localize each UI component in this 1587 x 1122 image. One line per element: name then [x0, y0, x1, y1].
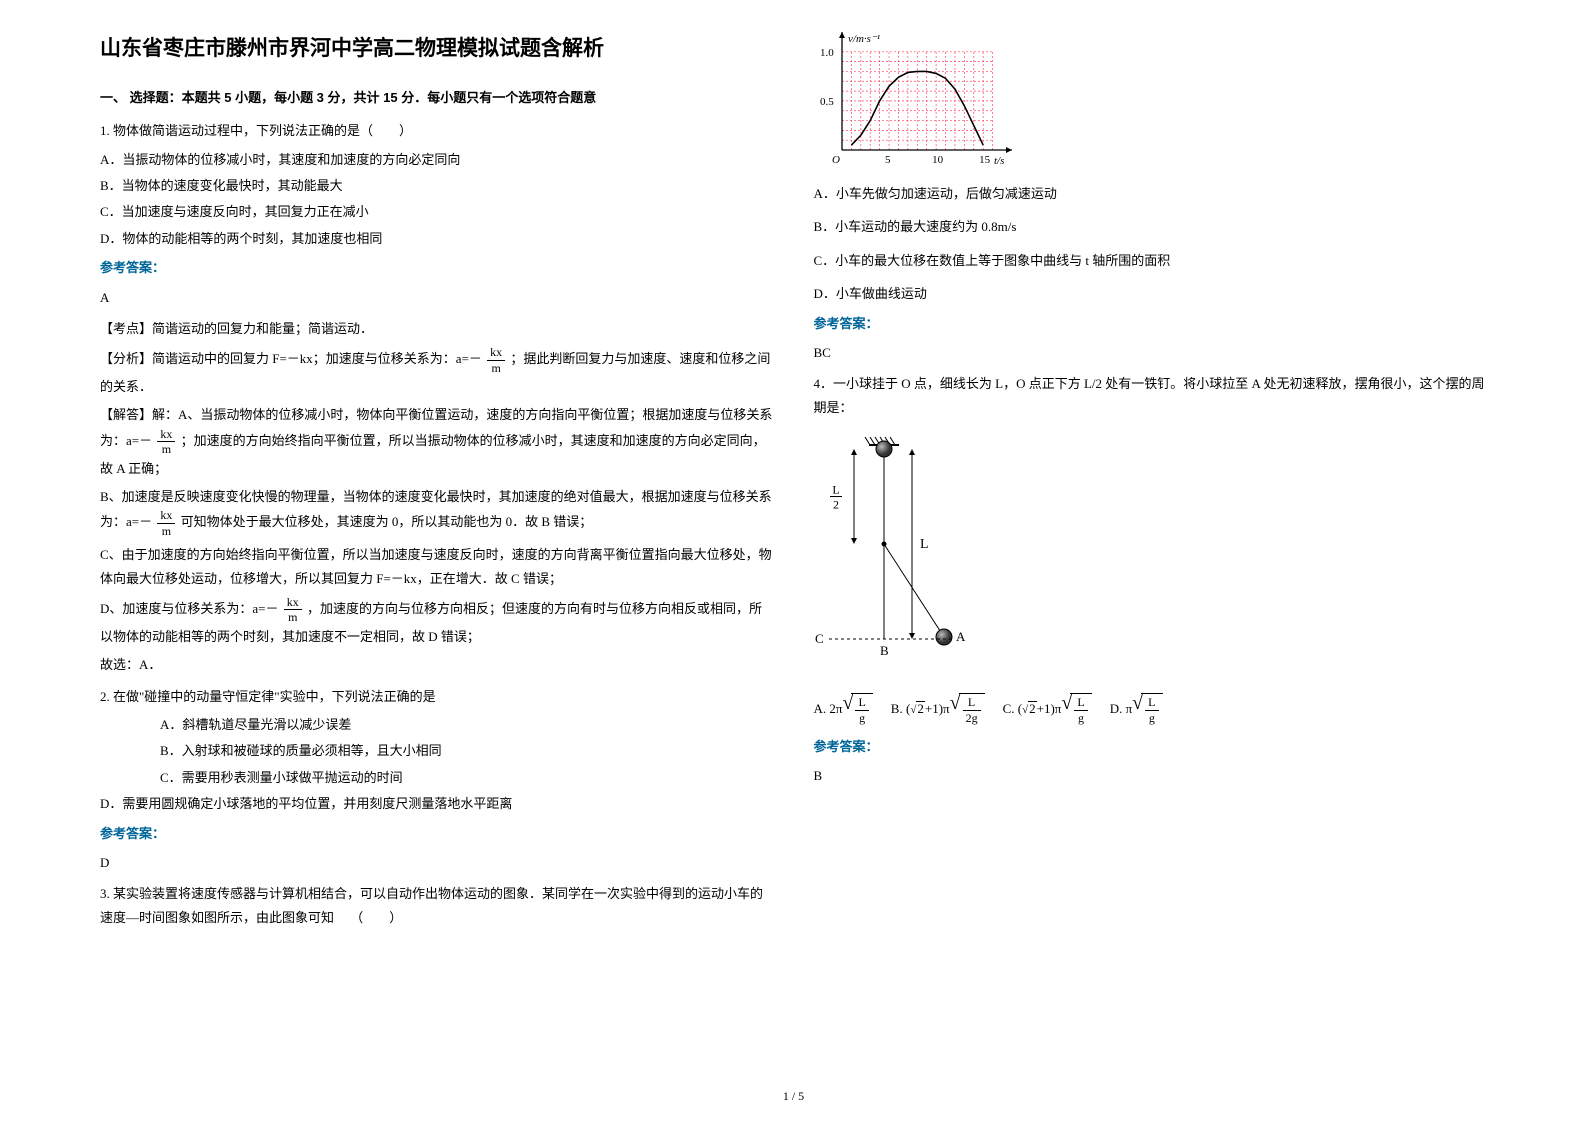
sqrt-icon: √ L 2g: [950, 693, 985, 725]
q1-stem: 1. 物体做简谐运动过程中，下列说法正确的是（ ）: [100, 119, 774, 142]
q3-paren: （ ）: [350, 910, 402, 925]
q1-analysis-topic: 【考点】简谐运动的回复力和能量；简谐运动．: [100, 317, 774, 340]
q2-stem: 2. 在做"碰撞中的动量守恒定律"实验中，下列说法正确的是: [100, 685, 774, 708]
q2-answer: D: [100, 851, 774, 874]
q2-optC: C．需要用秒表测量小球做平抛运动的时间: [160, 766, 774, 789]
q4-stem: 4．一小球挂于 O 点，细线长为 L，O 点正下方 L/2 处有一铁钉。将小球拉…: [814, 372, 1488, 419]
q3-optC: C．小车的最大位移在数值上等于图象中曲线与 t 轴所围的面积: [814, 249, 1488, 272]
q2-optB: B．入射球和被碰球的质量必须相等，且大小相同: [160, 739, 774, 762]
q1-conclusion: 故选：A．: [100, 653, 774, 676]
optA-prefix: A.: [814, 697, 827, 720]
optC-coef: (√2+1)π: [1018, 697, 1062, 721]
q1-answer: A: [100, 286, 774, 309]
optB-den: 2g: [963, 711, 981, 725]
frac-num: kx: [157, 508, 175, 523]
optB-prefix: B.: [891, 697, 903, 720]
q1-optB: B．当物体的速度变化最快时，其动能最大: [100, 174, 774, 197]
q3-stem-text: 3. 某实验装置将速度传感器与计算机相结合，可以自动作出物体运动的图象．某同学在…: [100, 886, 763, 924]
q3-stem: 3. 某实验装置将速度传感器与计算机相结合，可以自动作出物体运动的图象．某同学在…: [100, 882, 774, 929]
q3-answer: BC: [814, 341, 1488, 364]
q3-optA: A．小车先做匀加速运动，后做匀减速运动: [814, 182, 1488, 205]
q1-a6a: D、加速度与位移关系为：a=－: [100, 601, 279, 616]
svg-text:5: 5: [885, 154, 891, 166]
q1-solB: B、加速度是反映速度变化快慢的物理量，当物体的速度变化最快时，其加速度的绝对值最…: [100, 485, 774, 538]
kx-over-m-frac-2: kx m: [157, 427, 175, 457]
q1-a2a: 【分析】简谐运动中的回复力 F=－kx；加速度与位移关系为：a=－: [100, 351, 482, 366]
q3-optB: B．小车运动的最大速度约为 0.8m/s: [814, 215, 1488, 238]
kx-over-m-frac-3: kx m: [157, 508, 175, 538]
svg-text:L: L: [832, 483, 839, 497]
q4-answer-label: 参考答案：: [814, 735, 1488, 758]
q4-optB: B. (√2+1)π √ L 2g: [891, 693, 985, 725]
q1-optC: C．当加速度与速度反向时，其回复力正在减小: [100, 200, 774, 223]
q4-optA: A. 2π √ L g: [814, 693, 873, 725]
q4-answer: B: [814, 764, 1488, 787]
q1-solC: C、由于加速度的方向始终指向平衡位置，所以当加速度与速度反向时，速度的方向背离平…: [100, 543, 774, 590]
optD-coef: π: [1126, 697, 1133, 720]
optC-prefix: C.: [1003, 697, 1015, 720]
frac-den: m: [487, 361, 505, 375]
sqrt-icon: √ L g: [842, 693, 872, 725]
optD-num: L: [1145, 695, 1158, 710]
q1-solD: D、加速度与位移关系为：a=－ kx m ，加速度的方向与位移方向相反；但速度的…: [100, 595, 774, 648]
q1-analysis-intro: 【分析】简谐运动中的回复力 F=－kx；加速度与位移关系为：a=－ kx m ；…: [100, 345, 774, 398]
svg-text:O: O: [832, 154, 840, 166]
q3-velocity-time-chart: v/m·s⁻¹ t/s O 5 10 15 0.5 1.0: [814, 30, 1014, 170]
q4-optC: C. (√2+1)π √ L g: [1003, 693, 1092, 725]
svg-text:v/m·s⁻¹: v/m·s⁻¹: [848, 33, 880, 45]
optD-den: g: [1145, 711, 1158, 725]
optA-den: g: [855, 711, 868, 725]
svg-text:1.0: 1.0: [820, 47, 834, 59]
q1-a4b: 可知物体处于最大位移处，其速度为 0，所以其动能也为 0．故 B 错误；: [181, 514, 593, 529]
frac-num: kx: [157, 427, 175, 442]
svg-text:B: B: [880, 643, 889, 658]
svg-text:t/s: t/s: [994, 155, 1004, 167]
q4-options-row: A. 2π √ L g B. (√2+1)π √: [814, 693, 1488, 725]
frac-num: kx: [284, 595, 302, 610]
kx-over-m-frac-4: kx m: [284, 595, 302, 625]
sqrt-icon: √ L g: [1061, 693, 1091, 725]
frac-den: m: [157, 524, 175, 538]
frac-den: m: [284, 610, 302, 624]
svg-text:10: 10: [932, 154, 944, 166]
q4-optD: D. π √ L g: [1110, 693, 1163, 725]
page-number: 1 / 5: [0, 1086, 1587, 1108]
svg-text:15: 15: [979, 154, 991, 166]
kx-over-m-frac: kx m: [487, 345, 505, 375]
optD-prefix: D.: [1110, 697, 1123, 720]
sqrt-icon: √ L g: [1132, 693, 1162, 725]
q3-answer-label: 参考答案：: [814, 312, 1488, 335]
svg-text:2: 2: [833, 498, 839, 512]
optC-den: g: [1074, 711, 1087, 725]
q1-a3b: ；加速度的方向始终指向平衡位置，所以当振动物体的位移减小时，其速度和加速度的方向…: [100, 433, 766, 476]
q2-optD: D．需要用圆规确定小球落地的平均位置，并用刻度尺测量落地水平距离: [100, 792, 774, 815]
q1-optA: A．当振动物体的位移减小时，其速度和加速度的方向必定同向: [100, 148, 774, 171]
svg-text:C: C: [815, 631, 824, 646]
page-title: 山东省枣庄市滕州市界河中学高二物理模拟试题含解析: [100, 30, 774, 68]
q2-optA: A．斜槽轨道尽量光滑以减少误差: [160, 713, 774, 736]
q4-pendulum-diagram: LL2BAC: [814, 431, 1004, 681]
frac-num: kx: [487, 345, 505, 360]
frac-den: m: [157, 442, 175, 456]
optB-coef: (√2+1)π: [906, 697, 950, 721]
optA-coef: 2π: [829, 697, 842, 720]
section-header: 一、 选择题：本题共 5 小题，每小题 3 分，共计 15 分．每小题只有一个选…: [100, 86, 774, 109]
svg-text:L: L: [920, 537, 929, 552]
q1-answer-label: 参考答案：: [100, 256, 774, 279]
q3-optD: D．小车做曲线运动: [814, 282, 1488, 305]
svg-text:A: A: [956, 629, 966, 644]
optB-num: L: [963, 695, 981, 710]
q1-solA: 【解答】解：A、当振动物体的位移减小时，物体向平衡位置运动，速度的方向指向平衡位…: [100, 403, 774, 480]
optA-num: L: [855, 695, 868, 710]
svg-text:0.5: 0.5: [820, 96, 834, 108]
optC-num: L: [1074, 695, 1087, 710]
q1-optD: D．物体的动能相等的两个时刻，其加速度也相同: [100, 227, 774, 250]
q2-answer-label: 参考答案：: [100, 822, 774, 845]
